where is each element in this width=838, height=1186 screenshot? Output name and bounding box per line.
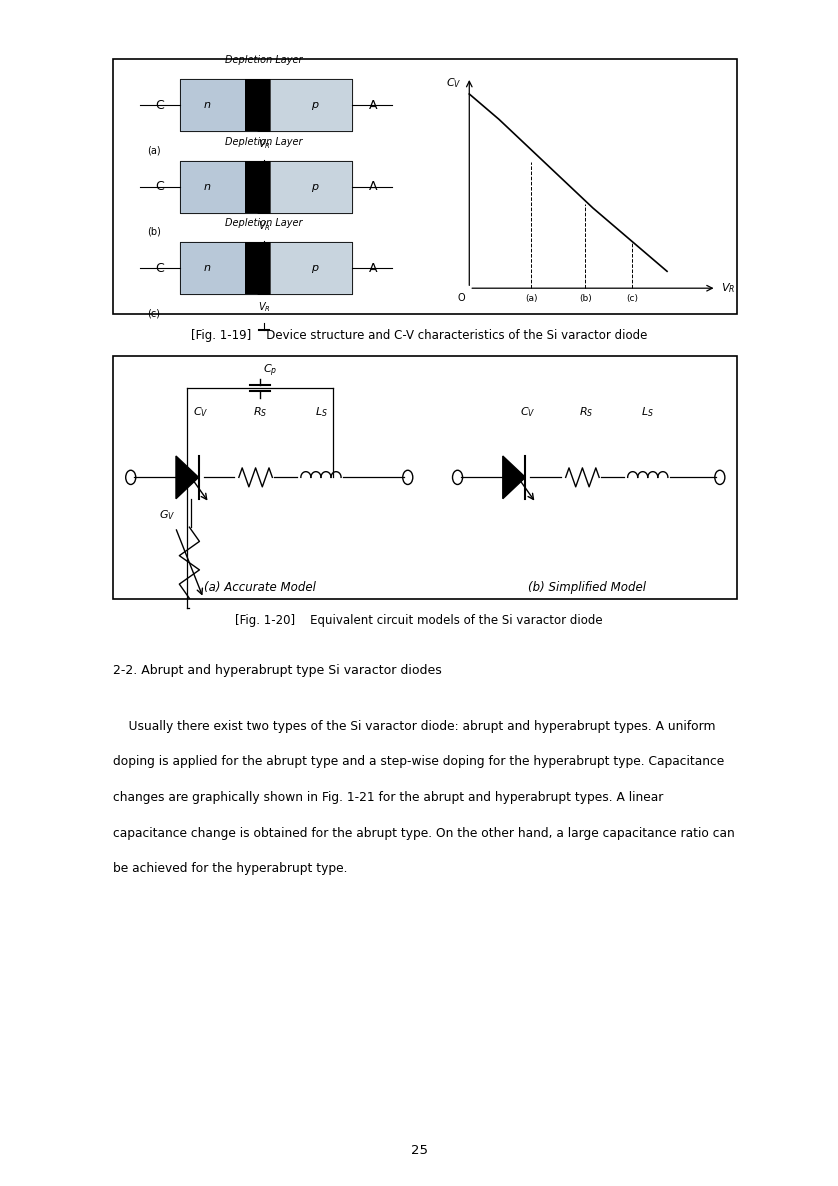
- Text: (a): (a): [147, 145, 160, 155]
- Polygon shape: [503, 455, 525, 498]
- Text: (c): (c): [147, 308, 160, 319]
- Bar: [180, 161, 257, 213]
- Text: [Fig. 1-19]    Device structure and C-V characteristics of the Si varactor diode: [Fig. 1-19] Device structure and C-V cha…: [191, 330, 647, 342]
- Text: A: A: [369, 180, 377, 193]
- Bar: [246, 161, 270, 213]
- Text: $V_R$: $V_R$: [257, 219, 271, 232]
- Bar: [270, 242, 352, 294]
- Text: Usually there exist two types of the Si varactor diode: abrupt and hyperabrupt t: Usually there exist two types of the Si …: [113, 720, 716, 733]
- Text: Depletion Layer: Depletion Layer: [225, 55, 303, 65]
- Text: capacitance change is obtained for the abrupt type. On the other hand, a large c: capacitance change is obtained for the a…: [113, 827, 735, 840]
- Text: $C_V$: $C_V$: [447, 76, 462, 90]
- Text: (b) Simplified Model: (b) Simplified Model: [528, 581, 645, 593]
- Text: $C_V$: $C_V$: [194, 406, 209, 419]
- Text: changes are graphically shown in Fig. 1-21 for the abrupt and hyperabrupt types.: changes are graphically shown in Fig. 1-…: [113, 791, 664, 804]
- Text: $G_V$: $G_V$: [159, 509, 176, 522]
- Bar: [180, 79, 257, 132]
- Text: O: O: [457, 293, 465, 302]
- Text: n: n: [204, 263, 210, 274]
- Bar: [113, 356, 737, 599]
- Text: p: p: [311, 263, 318, 274]
- Text: Depletion Layer: Depletion Layer: [225, 136, 303, 147]
- Text: C: C: [155, 98, 163, 111]
- Text: C: C: [155, 262, 163, 275]
- Text: (a): (a): [525, 294, 537, 304]
- Text: [Fig. 1-20]    Equivalent circuit models of the Si varactor diode: [Fig. 1-20] Equivalent circuit models of…: [235, 614, 603, 626]
- Text: doping is applied for the abrupt type and a step-wise doping for the hyperabrupt: doping is applied for the abrupt type an…: [113, 755, 724, 769]
- Text: 25: 25: [411, 1144, 427, 1156]
- Text: (b): (b): [579, 294, 592, 304]
- Bar: [246, 242, 270, 294]
- Bar: [180, 242, 352, 294]
- Text: $L_S$: $L_S$: [314, 406, 328, 419]
- Bar: [270, 161, 352, 213]
- Text: $V_R$: $V_R$: [257, 300, 271, 314]
- Polygon shape: [176, 455, 199, 498]
- Text: (a) Accurate Model: (a) Accurate Model: [204, 581, 316, 593]
- Text: C: C: [155, 180, 163, 193]
- Text: $R_S$: $R_S$: [579, 406, 594, 419]
- Text: (b): (b): [147, 227, 161, 237]
- Text: p: p: [311, 181, 318, 192]
- Bar: [270, 79, 352, 132]
- Text: A: A: [369, 262, 377, 275]
- Text: $L_S$: $L_S$: [641, 406, 654, 419]
- Text: n: n: [204, 181, 210, 192]
- Bar: [246, 79, 270, 132]
- Text: $R_S$: $R_S$: [252, 406, 267, 419]
- Text: 2-2. Abrupt and hyperabrupt type Si varactor diodes: 2-2. Abrupt and hyperabrupt type Si vara…: [113, 664, 442, 676]
- Text: $C_V$: $C_V$: [520, 406, 535, 419]
- Text: Depletion Layer: Depletion Layer: [225, 218, 303, 229]
- Text: $V_R$: $V_R$: [257, 138, 271, 152]
- Text: A: A: [369, 98, 377, 111]
- Bar: [113, 59, 737, 314]
- Text: p: p: [311, 100, 318, 110]
- Text: $V_R$: $V_R$: [721, 281, 735, 295]
- Text: (c): (c): [627, 294, 639, 304]
- Text: n: n: [204, 100, 210, 110]
- Bar: [180, 242, 257, 294]
- Text: $C_p$: $C_p$: [262, 363, 277, 378]
- Text: be achieved for the hyperabrupt type.: be achieved for the hyperabrupt type.: [113, 862, 348, 875]
- Bar: [180, 161, 352, 213]
- Bar: [180, 79, 352, 132]
